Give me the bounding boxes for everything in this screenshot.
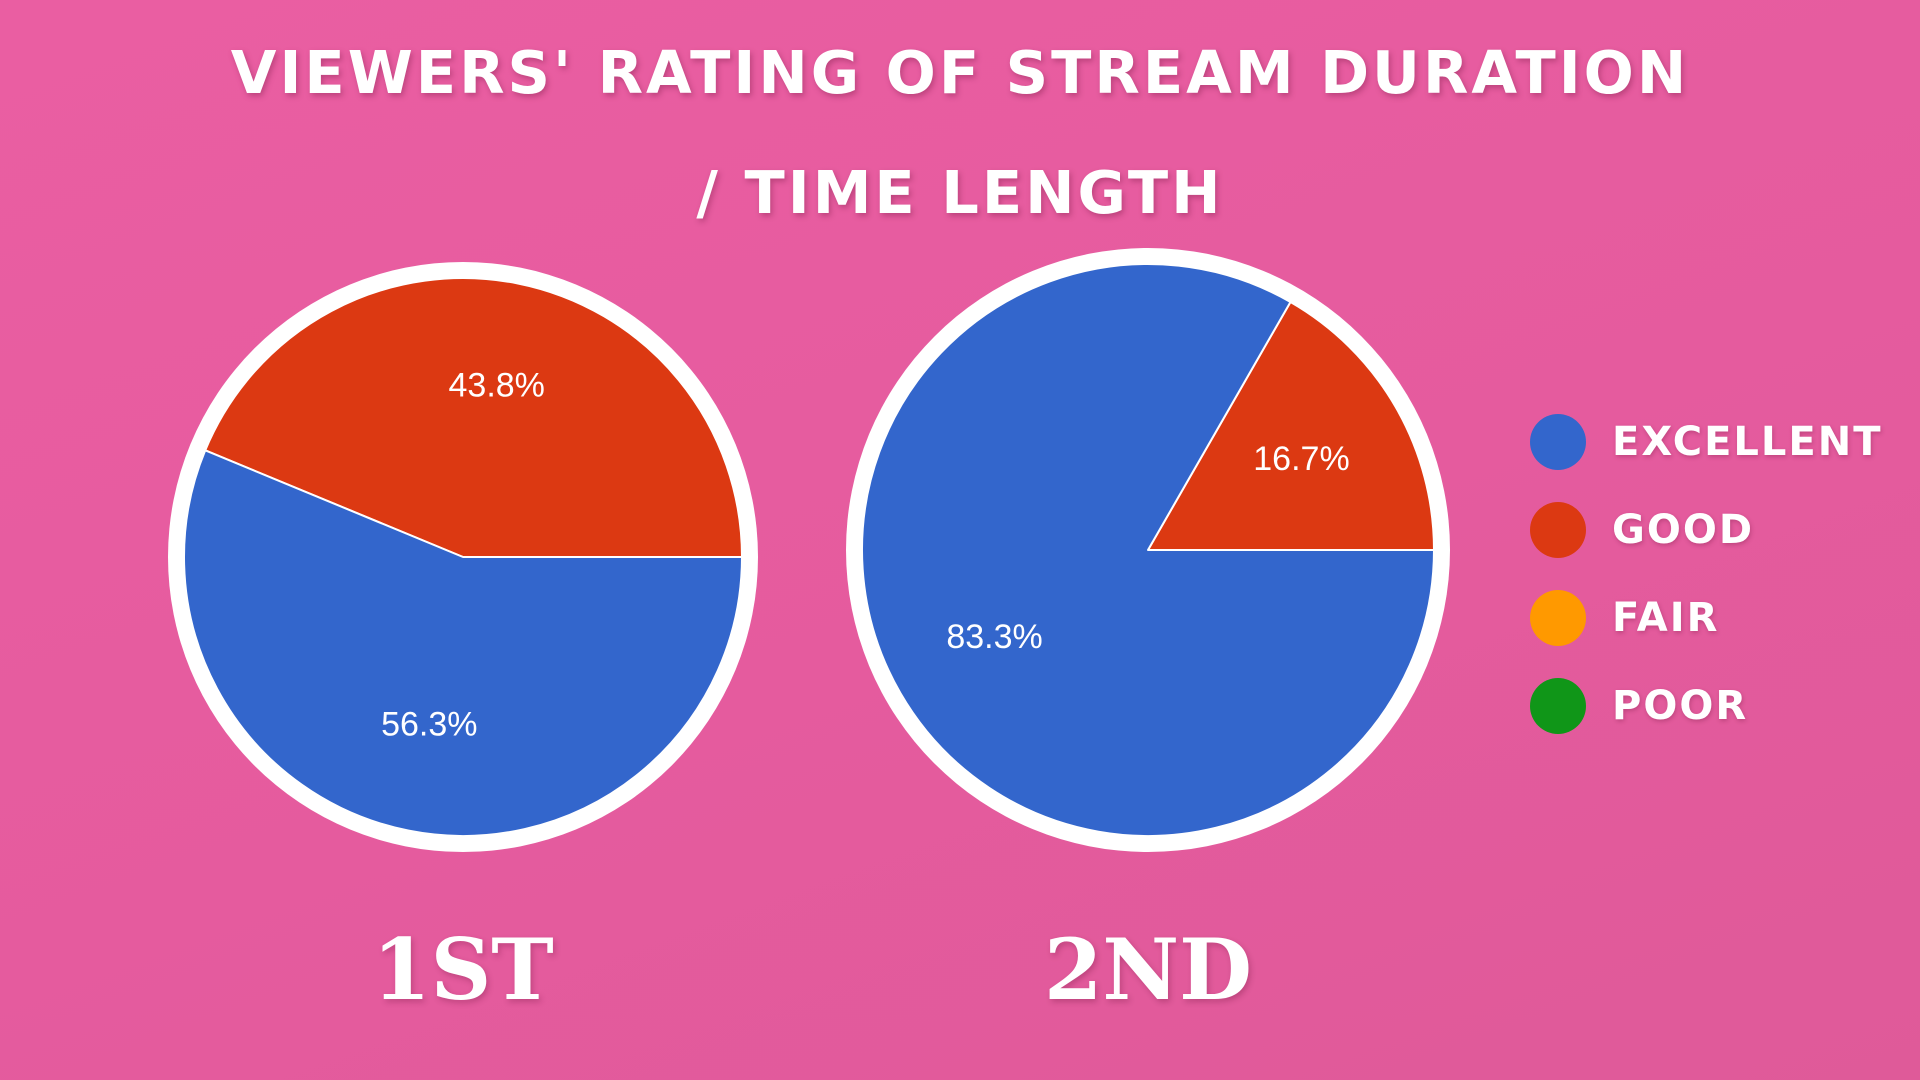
pie-slice-good (204, 276, 743, 558)
data-label-good: 43.8% (449, 366, 545, 404)
pie-chart-2nd: 16.7% 83.3% (846, 248, 1450, 852)
legend: EXCELLENT GOOD FAIR POOR (1530, 398, 1910, 750)
pie-slice-excellent (183, 449, 743, 837)
legend-swatch-excellent (1530, 414, 1586, 470)
legend-item-fair: FAIR (1530, 574, 1910, 662)
data-label-excellent: 56.3% (381, 706, 477, 744)
legend-label-poor: POOR (1612, 683, 1749, 729)
legend-item-poor: POOR (1530, 662, 1910, 750)
legend-label-fair: FAIR (1612, 595, 1720, 641)
chart-title-line-1: VIEWERS' RATING OF STREAM DURATION (230, 38, 1690, 107)
legend-label-good: GOOD (1612, 507, 1755, 553)
legend-swatch-fair (1530, 590, 1586, 646)
pie-chart-1st: 43.8% 56.3% (168, 262, 758, 852)
legend-swatch-good (1530, 502, 1586, 558)
pie-slice-good (1147, 301, 1435, 551)
legend-item-good: GOOD (1530, 486, 1910, 574)
pie-caption-1st: 1ST (372, 920, 554, 1019)
legend-swatch-poor (1530, 678, 1586, 734)
chart-title-line-2: / TIME LENGTH (696, 158, 1224, 227)
legend-label-excellent: EXCELLENT (1612, 419, 1883, 465)
legend-item-excellent: EXCELLENT (1530, 398, 1910, 486)
pie-caption-2nd: 2ND (1043, 920, 1253, 1019)
pie-slice-excellent (861, 263, 1435, 837)
data-label-excellent: 83.3% (946, 618, 1042, 656)
data-label-good: 16.7% (1253, 440, 1349, 478)
